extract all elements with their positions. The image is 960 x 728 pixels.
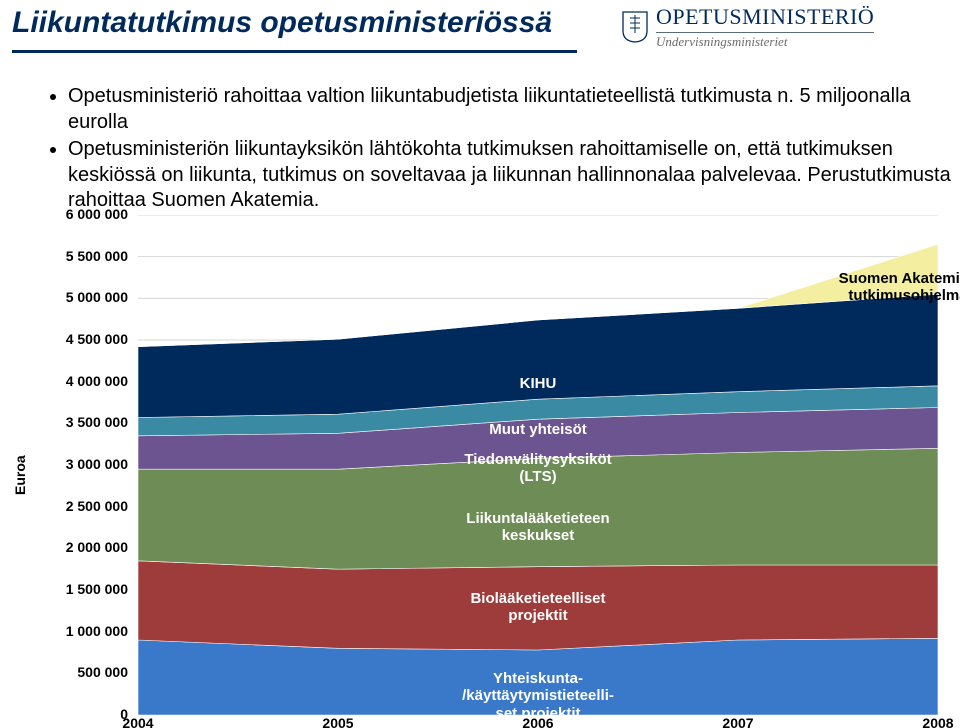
x-tick: 2007 [722, 715, 753, 728]
y-tick: 6 000 000 [38, 206, 128, 222]
y-tick: 2 500 000 [38, 498, 128, 514]
logo-sub-text: Undervisningsministeriet [656, 32, 874, 50]
y-tick: 3 000 000 [38, 456, 128, 472]
y-tick: 0 [38, 706, 128, 722]
series-label: KIHU [418, 375, 658, 392]
y-tick: 3 500 000 [38, 414, 128, 430]
y-tick: 4 000 000 [38, 373, 128, 389]
series-label: Yhteiskunta-/käyttäytymistieteelli-set p… [418, 670, 658, 722]
bullet-item: Opetusministeriön liikuntayksikön lähtök… [68, 137, 960, 214]
y-tick: 2 000 000 [38, 539, 128, 555]
slide: Liikuntatutkimus opetusministeriössä OPE… [0, 0, 960, 728]
bullet-item: Opetusministeriö rahoittaa valtion liiku… [68, 84, 960, 135]
series-label: Tiedonvälitysyksiköt(LTS) [418, 451, 658, 486]
x-tick: 2004 [122, 715, 153, 728]
coat-of-arms-icon [622, 11, 648, 43]
bullet-list: Opetusministeriö rahoittaa valtion liiku… [28, 84, 960, 216]
logo-main-text: OPETUSMINISTERIÖ [656, 4, 874, 30]
y-tick: 5 500 000 [38, 248, 128, 264]
x-tick: 2008 [922, 715, 953, 728]
series-label: Liikuntalääketieteenkeskukset [418, 510, 658, 545]
title-underline [12, 50, 577, 53]
series-label: Biolääketieteellisetprojektit [418, 590, 658, 625]
page-title: Liikuntatutkimus opetusministeriössä [12, 6, 552, 40]
y-tick: 1 500 000 [38, 581, 128, 597]
y-tick: 500 000 [38, 664, 128, 680]
y-tick: 1 000 000 [38, 623, 128, 639]
series-label: Muut yhteisöt [418, 421, 658, 438]
area-chart: Euroa 0 500 000 1 000 000 1 500 000 2 000 00… [10, 215, 950, 728]
x-tick: 2006 [522, 715, 553, 728]
y-axis-label: Euroa [12, 455, 28, 495]
series-label: Suomen Akatemiantutkimusohjelma [788, 270, 960, 305]
y-tick: 5 000 000 [38, 289, 128, 305]
x-tick: 2005 [322, 715, 353, 728]
ministry-logo: OPETUSMINISTERIÖ Undervisningsministerie… [622, 4, 942, 50]
y-tick: 4 500 000 [38, 331, 128, 347]
